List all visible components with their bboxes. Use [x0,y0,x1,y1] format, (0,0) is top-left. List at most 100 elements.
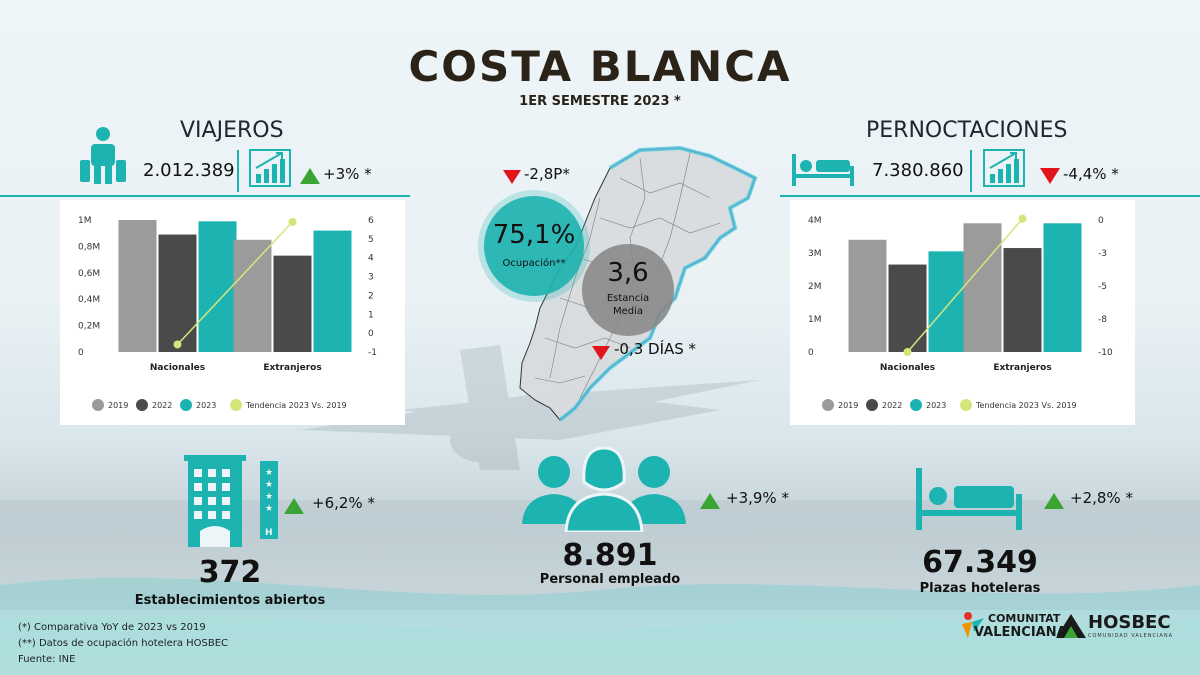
staff-people-icon [522,446,686,532]
bar-2019-Nacionales [118,220,157,352]
legend-label: 2022 [882,401,902,410]
legend-marker [92,399,104,411]
ocupacion-circle [484,196,584,296]
establecimientos-value: 372 [198,555,262,590]
y-tick-label: 0,6M [78,269,100,279]
bar-2023-Nacionales [928,251,967,352]
x-tick-label: Nacionales [150,363,205,373]
y2-tick-label: -10 [1098,348,1113,358]
y-tick-label: 0 [78,348,84,358]
legend-marker [960,399,972,411]
trend-line [906,218,1024,353]
trend-point [173,340,182,349]
bar-2019-Extranjeros [233,239,272,352]
y2-tick-label: 0 [1098,216,1104,226]
y-tick-label: 0,4M [78,295,100,305]
legend-label: Tendencia 2023 Vs. 2019 [245,401,347,410]
estancia-value: 3,6 [607,258,649,288]
personal-value: 8.891 [562,538,658,573]
svg-text:★: ★ [265,480,273,490]
legend-marker [910,399,922,411]
svg-text:★: ★ [265,492,273,502]
y-tick-label: 0 [808,348,814,358]
bar-2022-Nacionales [888,264,927,352]
estancia-change: -0,3 DÍAS * [614,340,697,358]
logo-hosbec: HOSBEC [1088,612,1171,633]
estancia-label-1: Estancia [606,293,650,304]
legend-marker [822,399,834,411]
y2-tick-label: 2 [368,291,374,301]
y-tick-label: 2M [808,282,822,292]
y2-tick-label: 5 [368,235,374,245]
bar-2022-Nacionales [158,234,197,352]
y2-tick-label: 4 [368,254,374,264]
svg-text:★: ★ [265,504,273,514]
legend-label: 2019 [838,401,858,410]
bar-2022-Extranjeros [1003,248,1042,352]
trend-point [1018,214,1027,223]
legend-label: 2023 [926,401,946,410]
trend-line [176,221,294,345]
bar-2023-Nacionales [198,221,237,352]
y2-tick-label: 3 [368,273,374,283]
logo-cv-line1: COMUNITAT [988,612,1061,625]
legend-marker [230,399,242,411]
pernoctaciones-value: 7.380.860 [872,160,964,181]
pernoctaciones-chart-panel: 0 1M 2M 3M 4M -10 -8 -5 -3 0 Nacionales Extranjeros… [790,200,1135,425]
plazas-change: +2,8% * [1070,489,1133,507]
y-tick-label: 4M [808,216,822,226]
bed-icon [792,154,854,186]
bar-2022-Extranjeros [273,255,312,352]
ocupacion-label: Ocupación** [502,258,566,269]
bed-icon [916,468,1022,530]
arrow-up-icon [284,498,304,514]
y-tick-label: 0,8M [78,242,100,252]
bar-2019-Nacionales [848,239,887,352]
y-tick-label: 3M [808,249,822,259]
trend-point [903,348,912,356]
viajeros-chart-panel: 0 0,2M 0,4M 0,6M 0,8M 1M -1 0 1 2 3 4 5 6 Nacionales Ex… [60,200,405,425]
y2-tick-label: -1 [368,348,377,358]
logo-hosbec-sub: COMUNIDAD VALENCIANA [1088,633,1173,639]
arrow-down-icon [503,170,521,184]
personal-change: +3,9% * [726,489,789,507]
pernoctaciones-title: PERNOCTACIONES [866,118,1068,143]
bar-2023-Extranjeros [1043,223,1082,352]
viajeros-chart: 0 0,2M 0,4M 0,6M 0,8M 1M -1 0 1 2 3 4 5 6 Nacionales Ex… [78,216,377,411]
x-tick-label: Extranjeros [993,363,1051,373]
traveler-icon [80,127,126,184]
hosbec-logo-icon [1056,614,1086,638]
establecimientos-label: Establecimientos abiertos [134,593,326,608]
bar-2019-Extranjeros [963,223,1002,352]
viajeros-title: VIAJEROS [180,118,284,143]
pernoctaciones-chart: 0 1M 2M 3M 4M -10 -8 -5 -3 0 Nacionales Extranjeros… [808,214,1113,411]
y2-tick-label: 1 [368,310,374,320]
arrow-down-icon [592,346,610,360]
pernoctaciones-change: -4,4% * [1063,165,1119,183]
svg-text:H: H [265,528,273,538]
arrow-up-icon [1044,493,1064,509]
viajeros-change: +3% * [323,165,372,183]
hotel-building-icon: ★ ★ ★ ★ H [184,455,278,547]
section-rule [780,195,1200,197]
legend-marker [866,399,878,411]
y2-tick-label: -8 [1098,315,1107,325]
legend-label: 2023 [196,401,216,410]
footnote-2: (**) Datos de ocupación hotelera HOSBEC [18,638,229,649]
plazas-value: 67.349 [922,545,1038,580]
y2-tick-label: -5 [1098,282,1107,292]
establecimientos-change: +6,2% * [312,494,375,512]
svg-text:★: ★ [265,468,273,478]
page-title: COSTA BLANCA [408,42,792,91]
ocupacion-value: 75,1% [492,220,576,250]
page-subtitle: 1ER SEMESTRE 2023 * [519,94,681,109]
y-tick-label: 1M [808,315,822,325]
comunitat-valenciana-logo-icon [962,612,984,638]
y-tick-label: 0,2M [78,322,100,332]
legend-marker [180,399,192,411]
divider [237,150,239,192]
section-rule [0,195,410,197]
estancia-label-2: Media [612,306,644,317]
y2-tick-label: 6 [368,216,374,226]
